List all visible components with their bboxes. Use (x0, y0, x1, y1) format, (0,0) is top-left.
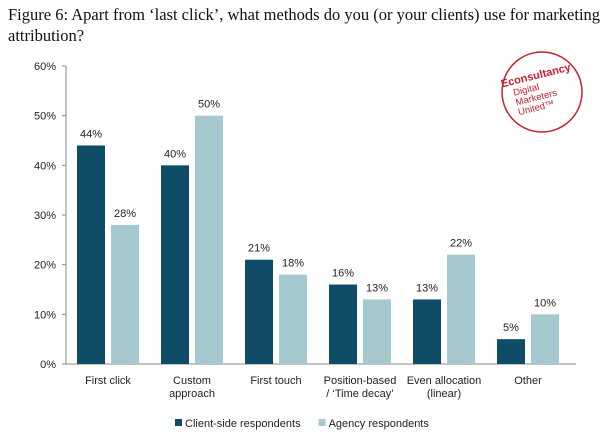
bar (329, 284, 357, 364)
legend-swatch (318, 419, 326, 426)
bar (77, 145, 105, 364)
x-tick-label: First touch (250, 375, 301, 387)
logo-ring (501, 51, 583, 133)
value-label: 13% (366, 282, 388, 294)
x-tick-label: Even allocation (linear) (407, 375, 482, 400)
x-tick-label: Other (514, 375, 542, 387)
value-label: 50% (198, 99, 220, 111)
legend-label: Agency respondents (329, 418, 430, 430)
value-label: 28% (114, 208, 136, 220)
legend-label: Client-side respondents (185, 418, 301, 430)
bar (497, 339, 525, 364)
bar (161, 165, 189, 364)
y-tick-label: 0% (40, 359, 56, 371)
value-label: 40% (164, 148, 186, 160)
bar (413, 299, 441, 364)
chart-title: Figure 6: Apart from ‘last click’, what … (8, 5, 601, 45)
value-label: 44% (80, 128, 102, 140)
y-tick-label: 10% (34, 309, 56, 321)
y-tick-label: 30% (34, 210, 56, 222)
legend-swatch (175, 419, 182, 426)
value-label: 18% (282, 258, 304, 270)
value-label: 22% (450, 238, 472, 250)
value-label: 10% (534, 297, 556, 309)
value-label: 13% (416, 282, 438, 294)
bar (447, 254, 475, 364)
value-label: 21% (248, 243, 270, 255)
bar (195, 115, 223, 365)
bar (531, 314, 559, 364)
bar (363, 299, 391, 364)
x-tick-label: Custom approach (169, 375, 215, 400)
x-tick-label: Position-based / ‘Time decay’ (324, 375, 397, 400)
bar (111, 224, 139, 364)
x-tick-label: First click (85, 375, 131, 387)
value-label: 5% (503, 322, 519, 334)
y-tick-label: 40% (34, 160, 56, 172)
value-label: 16% (332, 268, 354, 280)
bar (279, 274, 307, 364)
y-tick-label: 60% (34, 61, 56, 73)
y-tick-label: 20% (34, 260, 56, 272)
y-tick-label: 50% (34, 111, 56, 123)
bar (245, 259, 273, 364)
